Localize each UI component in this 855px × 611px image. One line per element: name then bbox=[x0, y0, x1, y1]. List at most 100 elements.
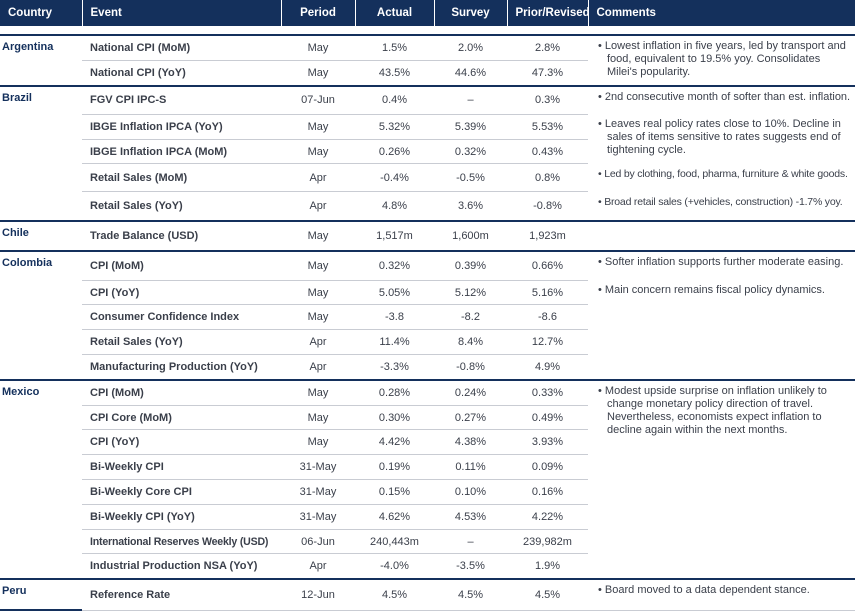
country-label: Mexico bbox=[0, 378, 82, 580]
header-country: Country bbox=[0, 0, 83, 26]
prior-value: 4.9% bbox=[507, 354, 588, 381]
period-value: Apr bbox=[281, 553, 355, 580]
actual-value: 5.05% bbox=[355, 280, 434, 306]
event-name: Consumer Confidence Index bbox=[82, 304, 281, 331]
actual-value: 11.4% bbox=[355, 329, 434, 356]
event-name: National CPI (MoM) bbox=[82, 33, 281, 61]
table-row: Retail Sales (MoM) Apr -0.4% -0.5% 0.8% … bbox=[0, 163, 855, 193]
actual-value: 0.19% bbox=[355, 454, 434, 481]
actual-value: 0.26% bbox=[355, 139, 434, 165]
comment-cell: • Board moved to a data dependent stance… bbox=[588, 578, 855, 611]
comment-text: • Modest upside surprise on inflation un… bbox=[598, 384, 827, 436]
prior-value: 5.16% bbox=[507, 280, 588, 306]
table-row: CPI (YoY) May 5.05% 5.12% 5.16% • Main c… bbox=[0, 280, 855, 381]
comment-cell: • Lowest inflation in five years, led by… bbox=[588, 34, 855, 87]
survey-value: 4.5% bbox=[434, 578, 507, 611]
period-value: 07-Jun bbox=[281, 84, 355, 115]
survey-value: – bbox=[434, 529, 507, 555]
country-label: Peru bbox=[0, 578, 82, 611]
survey-value: 0.27% bbox=[434, 405, 507, 431]
comment-text: • Lowest inflation in five years, led by… bbox=[598, 40, 846, 78]
survey-value: 3.6% bbox=[434, 191, 507, 222]
period-value: May bbox=[281, 250, 355, 281]
table-row: CPI Core (MoM) May 0.30% 0.27% 0.49% bbox=[0, 405, 855, 431]
period-value: May bbox=[281, 219, 355, 252]
prior-value: -0.8% bbox=[507, 191, 588, 222]
survey-value: 0.11% bbox=[434, 454, 507, 481]
header-prior: Prior/Revised bbox=[507, 0, 590, 26]
survey-value: 2.0% bbox=[434, 33, 507, 61]
period-value: 12-Jun bbox=[281, 578, 355, 611]
period-value: May bbox=[281, 139, 355, 165]
event-name: Bi-Weekly Core CPI bbox=[82, 479, 281, 505]
header-survey: Survey bbox=[434, 0, 508, 26]
prior-value: 0.49% bbox=[507, 405, 588, 431]
prior-value: 12.7% bbox=[507, 329, 588, 356]
survey-value: 5.39% bbox=[434, 114, 507, 140]
event-name: CPI (YoY) bbox=[82, 280, 281, 306]
period-value: May bbox=[281, 114, 355, 140]
comment-cell: • Led by clothing, food, pharma, furnitu… bbox=[588, 164, 855, 192]
table-row: IBGE Inflation IPCA (MoM) May 0.26% 0.32… bbox=[0, 139, 855, 165]
comment-cell: • Main concern remains fiscal policy dyn… bbox=[588, 280, 855, 381]
survey-value: – bbox=[434, 84, 507, 115]
comment-cell: • Modest upside surprise on inflation un… bbox=[588, 378, 855, 580]
table-row: Chile Trade Balance (USD) May 1,517m 1,6… bbox=[0, 219, 855, 253]
country-label: Argentina bbox=[0, 34, 82, 86]
survey-value: 0.24% bbox=[434, 378, 507, 406]
prior-value: 1,923m bbox=[507, 219, 588, 252]
event-name: IBGE Inflation IPCA (YoY) bbox=[82, 114, 281, 140]
period-value: May bbox=[281, 304, 355, 331]
period-value: May bbox=[281, 60, 355, 87]
table-row: Manufacturing Production (YoY) Apr -3.3%… bbox=[0, 354, 855, 381]
table-row: Bi-Weekly CPI (YoY) 31-May 4.62% 4.53% 4… bbox=[0, 504, 855, 530]
table-row: Colombia CPI (MoM) May 0.32% 0.39% 0.66%… bbox=[0, 250, 855, 380]
prior-value: 0.8% bbox=[507, 163, 588, 193]
country-label: Chile bbox=[0, 219, 82, 253]
table-row: CPI (YoY) May 4.42% 4.38% 3.93% bbox=[0, 429, 855, 456]
prior-value: 1.9% bbox=[507, 553, 588, 580]
event-name: National CPI (YoY) bbox=[82, 60, 281, 87]
prior-value: 239,982m bbox=[507, 529, 588, 555]
prior-value: 0.33% bbox=[507, 378, 588, 406]
actual-value: 0.4% bbox=[355, 84, 434, 115]
prior-value: 2.8% bbox=[507, 33, 588, 61]
table-row: Argentina National CPI (MoM) May 1.5% 2.… bbox=[0, 33, 855, 87]
event-name: Bi-Weekly CPI bbox=[82, 454, 281, 481]
prior-value: 3.93% bbox=[507, 429, 588, 456]
survey-value: -0.5% bbox=[434, 163, 507, 193]
prior-value: 0.16% bbox=[507, 479, 588, 505]
actual-value: -3.8 bbox=[355, 304, 434, 331]
prior-value: 4.5% bbox=[507, 578, 588, 611]
event-name: CPI (YoY) bbox=[82, 429, 281, 456]
actual-value: 5.32% bbox=[355, 114, 434, 140]
actual-value: 4.62% bbox=[355, 504, 434, 530]
comment-text: • Broad retail sales (+vehicles, constru… bbox=[598, 195, 843, 208]
table-row: Bi-Weekly CPI 31-May 0.19% 0.11% 0.09% bbox=[0, 454, 855, 481]
actual-value: 1.5% bbox=[355, 33, 434, 61]
period-value: Apr bbox=[281, 354, 355, 381]
actual-value: 43.5% bbox=[355, 60, 434, 87]
survey-value: 8.4% bbox=[434, 329, 507, 356]
comment-text: • Led by clothing, food, pharma, furnitu… bbox=[598, 167, 848, 180]
header-comments: Comments bbox=[588, 0, 855, 26]
table-row: Consumer Confidence Index May -3.8 -8.2 … bbox=[0, 304, 855, 331]
survey-value: 44.6% bbox=[434, 60, 507, 87]
country-label: Brazil bbox=[0, 84, 82, 221]
survey-value: 4.53% bbox=[434, 504, 507, 530]
event-name: FGV CPI IPC-S bbox=[82, 84, 281, 115]
event-name: Trade Balance (USD) bbox=[82, 219, 281, 252]
survey-value: 1,600m bbox=[434, 219, 507, 252]
survey-value: 5.12% bbox=[434, 280, 507, 306]
period-value: May bbox=[281, 33, 355, 61]
period-value: May bbox=[281, 405, 355, 431]
period-value: May bbox=[281, 280, 355, 306]
period-value: 31-May bbox=[281, 479, 355, 505]
survey-value: -8.2 bbox=[434, 304, 507, 331]
event-name: Bi-Weekly CPI (YoY) bbox=[82, 504, 281, 530]
actual-value: 0.32% bbox=[355, 250, 434, 281]
table-row: IBGE Inflation IPCA (YoY) May 5.32% 5.39… bbox=[0, 114, 855, 156]
actual-value: 4.5% bbox=[355, 578, 434, 611]
comment-cell: • Softer inflation supports further mode… bbox=[588, 250, 855, 281]
prior-value: 4.22% bbox=[507, 504, 588, 530]
